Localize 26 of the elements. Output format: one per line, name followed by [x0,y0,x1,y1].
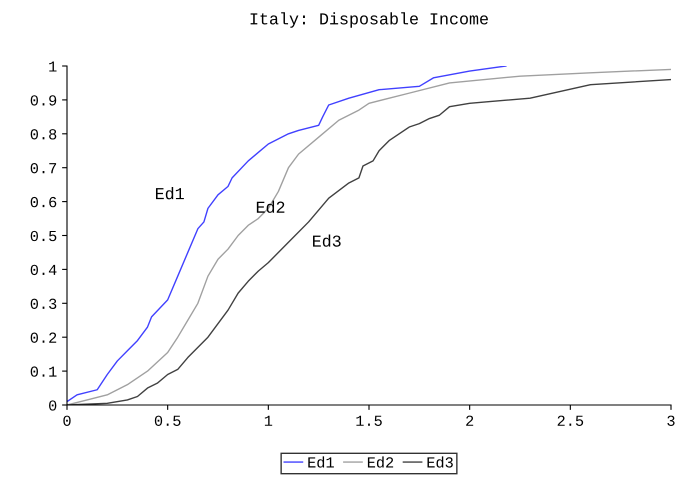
legend-label: Ed1 [308,456,334,468]
line-series [67,66,507,402]
chart-title: Italy: Disposable Income [250,12,488,28]
y-tick-label: 0.2 [30,332,56,343]
x-tick-label: 2 [466,416,474,426]
annotation: Ed3 [313,234,341,247]
y-tick-label: 0.6 [30,196,56,208]
x-tick-label: 0.5 [154,416,180,426]
y-tick-label: 0.8 [30,129,56,140]
x-tick-label: 0 [63,416,71,426]
x-tick-label: 1.5 [356,416,382,426]
x-tick-label: 2.5 [558,416,584,426]
y-tick-label: 0 [49,400,56,411]
y-tick-label: 1 [49,61,57,72]
annotation: Ed1 [156,187,184,200]
x-tick-label: 1 [264,416,272,426]
y-tick-label: 0.4 [30,264,56,276]
annotation: Ed2 [256,200,284,213]
y-tick-label: 0.7 [30,163,56,174]
y-tick-label: 0.5 [30,230,56,242]
y-tick-label: 0.9 [30,95,56,106]
legend-label: Ed2 [368,456,394,468]
x-tick-label: 3 [667,416,675,426]
legend-label: Ed3 [428,456,453,468]
y-tick-label: 0.3 [30,298,56,309]
y-tick-label: 0.1 [30,366,57,377]
